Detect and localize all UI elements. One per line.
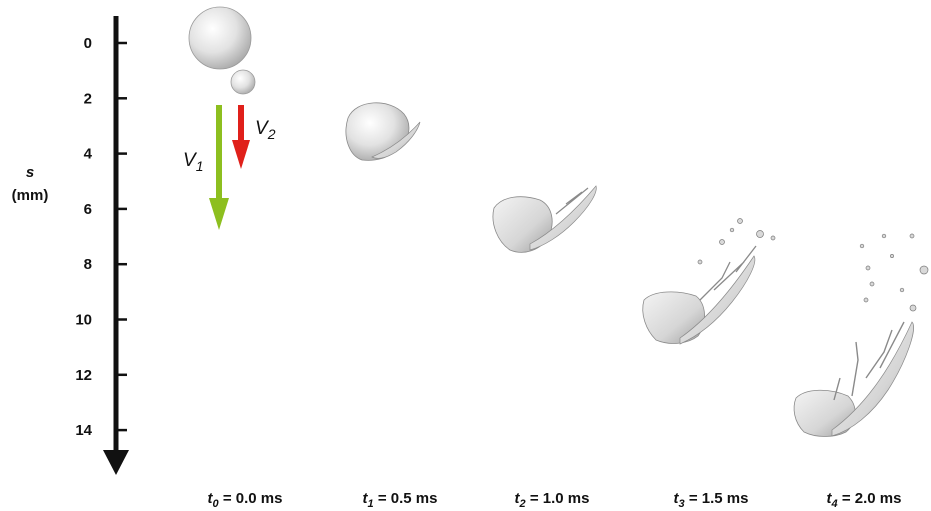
position-axis: 0 2 4 6 8 10 12 14 s (mm) — [12, 16, 129, 475]
t4-filaments — [833, 321, 905, 401]
axis-tick-label: 6 — [84, 201, 92, 218]
v1-arrow-head — [209, 198, 229, 230]
v2-label: V2 — [255, 118, 276, 142]
frame-t1-droplet — [345, 102, 421, 161]
axis-tick-label: 10 — [75, 312, 92, 329]
t2-ligament — [529, 185, 597, 251]
axis-tick-label: 2 — [84, 90, 92, 107]
t1-ligament — [371, 121, 421, 159]
axis-symbol: s — [26, 164, 34, 181]
time-label: t3 = 1.5 ms — [674, 490, 749, 510]
axis-unit: (mm) — [12, 187, 49, 204]
frame-t0-droplets — [188, 6, 256, 95]
t2-filament — [555, 187, 589, 215]
t4-satellite-droplets — [859, 233, 929, 312]
t1-droplet-body — [345, 102, 410, 161]
time-label: t1 = 0.5 ms — [363, 490, 438, 510]
frame-t2-droplet — [492, 185, 597, 253]
t3-satellite-droplets — [697, 218, 776, 265]
axis-tick-label: 8 — [84, 256, 92, 273]
axis-tick-label: 12 — [75, 367, 92, 384]
axis-tick-label: 4 — [84, 146, 93, 163]
axis-tick-label: 14 — [75, 422, 92, 439]
t3-filaments — [699, 245, 757, 301]
t3-droplet-body — [642, 291, 705, 344]
axis-tick-label: 0 — [84, 35, 92, 52]
t4-ligament — [831, 321, 914, 437]
frame-t4-droplet — [793, 233, 929, 437]
v2-arrow-head — [232, 140, 250, 169]
t3-ligament — [679, 255, 756, 345]
velocity-v1: V1 — [183, 105, 229, 230]
large-droplet — [188, 6, 252, 70]
frame-t3-droplet — [642, 218, 776, 345]
axis-arrowhead — [103, 450, 129, 475]
time-label: t0 = 0.0 ms — [208, 490, 283, 510]
time-labels: t0 = 0.0 ms t1 = 0.5 ms t2 = 1.0 ms t3 = 1.… — [208, 490, 902, 510]
time-label: t4 = 2.0 ms — [827, 490, 902, 510]
axis-ticks: 0 2 4 6 8 10 12 14 — [75, 35, 127, 439]
small-droplet — [230, 69, 256, 95]
time-label: t2 = 1.0 ms — [515, 490, 590, 510]
velocity-v2: V2 — [232, 105, 276, 169]
v1-label: V1 — [183, 150, 203, 174]
